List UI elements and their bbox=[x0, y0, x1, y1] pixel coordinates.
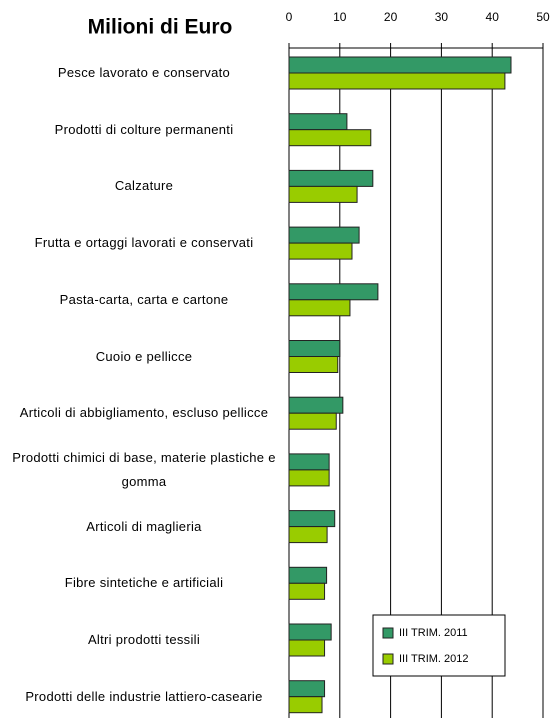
x-tick-label: 30 bbox=[435, 10, 449, 24]
x-tick-label: 40 bbox=[486, 10, 500, 24]
bar bbox=[288, 510, 336, 528]
category-label: Prodotti delle industrie lattiero-casear… bbox=[25, 688, 263, 704]
legend-swatch bbox=[382, 653, 394, 665]
y-tick-label: Prodotti di colture permanenti bbox=[8, 104, 280, 156]
y-tick-label: Prodotti delle industrie lattiero-casear… bbox=[8, 671, 280, 718]
category-label: Pasta-carta, carta e cartone bbox=[59, 291, 229, 307]
x-tick-label: 50 bbox=[536, 10, 550, 24]
category-label: Fibre sintetiche e artificiali bbox=[64, 575, 224, 591]
y-tick-label: Altri prodotti tessili bbox=[8, 614, 280, 666]
category-label: Prodotti di colture permanenti bbox=[54, 121, 234, 137]
bar bbox=[288, 340, 341, 357]
legend-label: III TRIM. 2012 bbox=[399, 653, 469, 665]
x-tick-label: 20 bbox=[384, 10, 398, 24]
bar bbox=[288, 299, 351, 317]
bar bbox=[288, 412, 337, 430]
bar bbox=[288, 639, 326, 657]
bar bbox=[288, 680, 326, 698]
bar bbox=[288, 453, 330, 471]
category-label: Prodotti chimici di base, materie plasti… bbox=[12, 449, 276, 489]
category-label: Frutta e ortaggi lavorati e conservati bbox=[34, 235, 254, 251]
category-label: Altri prodotti tessili bbox=[87, 632, 201, 647]
legend-label: III TRIM. 2011 bbox=[399, 627, 468, 639]
y-tick-label: Calzature bbox=[8, 160, 280, 212]
legend-box bbox=[372, 614, 506, 677]
x-tick-label: 0 bbox=[286, 10, 293, 24]
y-tick-label: Articoli di abbigliamento, escluso pelli… bbox=[8, 387, 280, 439]
bar bbox=[288, 242, 353, 260]
bar bbox=[288, 72, 506, 90]
bar bbox=[288, 469, 330, 487]
y-tick-label: Frutta e ortaggi lavorati e conservati bbox=[8, 217, 280, 269]
category-label: Pesce lavorato e conservato bbox=[57, 65, 231, 80]
bar bbox=[288, 356, 339, 373]
y-tick-label: Fibre sintetiche e artificiali bbox=[8, 557, 280, 609]
bar bbox=[288, 526, 328, 544]
legend-swatch bbox=[382, 627, 394, 639]
y-tick-label: Cuoio e pellicce bbox=[8, 331, 280, 383]
bar bbox=[288, 283, 379, 301]
category-label: Cuoio e pellicce bbox=[95, 348, 193, 364]
bar bbox=[288, 696, 323, 714]
x-tick-label: 10 bbox=[333, 10, 347, 24]
bar bbox=[288, 582, 326, 600]
bar bbox=[288, 623, 332, 641]
bar bbox=[288, 169, 374, 187]
bar bbox=[288, 185, 358, 203]
chart-title: Milioni di Euro bbox=[88, 16, 233, 39]
y-tick-label: Articoli di maglieria bbox=[8, 501, 280, 553]
bar bbox=[288, 129, 372, 147]
y-tick-label: Prodotti chimici di base, materie plasti… bbox=[8, 444, 280, 496]
y-tick-label: Pesce lavorato e conservato bbox=[8, 47, 280, 99]
bar bbox=[288, 566, 328, 584]
category-label: Articoli di maglieria bbox=[86, 518, 202, 534]
bar bbox=[288, 396, 344, 414]
bar bbox=[288, 226, 360, 244]
category-label: Calzature bbox=[114, 178, 174, 194]
bar bbox=[288, 56, 512, 74]
y-tick-label: Pasta-carta, carta e cartone bbox=[8, 274, 280, 326]
bar bbox=[288, 113, 348, 131]
category-label: Articoli di abbigliamento, escluso pelli… bbox=[19, 405, 269, 421]
